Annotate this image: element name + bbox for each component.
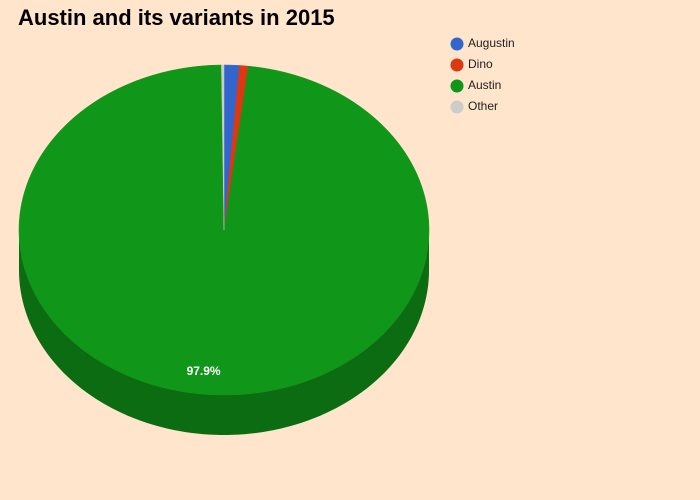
legend-label: Augustin bbox=[468, 36, 515, 50]
legend-swatch bbox=[450, 79, 464, 93]
pie-slice bbox=[221, 64, 225, 231]
data-label: 97.9% bbox=[187, 364, 221, 378]
pie-slice bbox=[18, 64, 430, 396]
pie-sides bbox=[19, 230, 429, 435]
legend-swatch bbox=[450, 58, 464, 72]
legend-label: Dino bbox=[468, 57, 493, 71]
slice-side bbox=[19, 230, 429, 435]
legend: Augustin Dino Austin Other bbox=[450, 36, 515, 114]
legend-label: Other bbox=[468, 99, 498, 113]
legend-label: Austin bbox=[468, 78, 501, 92]
legend-swatch bbox=[450, 37, 464, 51]
legend-swatch bbox=[450, 100, 464, 114]
chart-title: Austin and its variants in 2015 bbox=[18, 5, 335, 30]
